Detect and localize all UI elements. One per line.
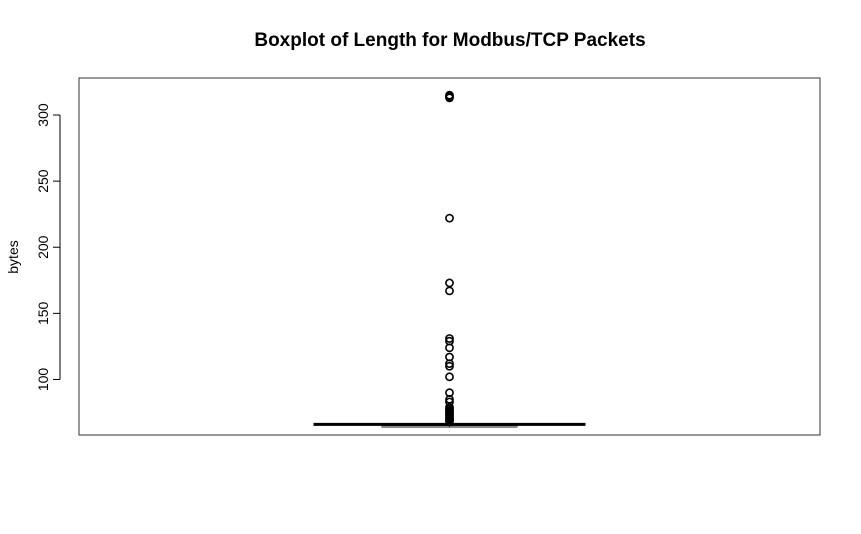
outlier-points	[445, 90, 454, 427]
outlier-point	[445, 397, 454, 407]
y-tick-label: 300	[35, 103, 51, 127]
outlier-point	[445, 278, 454, 288]
plot-frame	[78, 77, 821, 436]
y-axis-label: bytes	[5, 240, 21, 273]
outlier-point	[445, 90, 454, 100]
y-tick-label: 100	[35, 368, 51, 392]
y-tick-label: 150	[35, 301, 51, 325]
y-tick-label: 200	[35, 235, 51, 259]
chart-title: Boxplot of Length for Modbus/TCP Packets	[254, 30, 645, 51]
outlier-point	[445, 372, 454, 382]
y-axis: 100 150 200 250 300	[35, 103, 61, 392]
outlier-point	[445, 336, 454, 346]
outlier-point	[445, 388, 454, 398]
outlier-point	[445, 334, 454, 343]
outlier-point	[445, 213, 454, 223]
y-tick-label: 250	[35, 169, 51, 193]
outlier-point	[445, 352, 454, 362]
outlier-point	[445, 286, 454, 296]
outlier-point	[445, 361, 454, 371]
